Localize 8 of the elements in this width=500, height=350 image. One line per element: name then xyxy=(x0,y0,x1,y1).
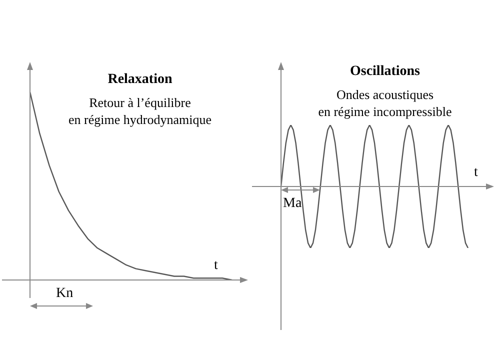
annotation: Ma xyxy=(283,196,302,212)
chart-subtitle: Ondes acoustiques en régime incompressible xyxy=(317,86,453,120)
chart-title: Oscillations xyxy=(348,64,421,80)
x-axis-title: t xyxy=(214,258,218,274)
text: Kn xyxy=(56,286,74,302)
x-axis-title: t xyxy=(474,164,478,180)
chart-title: Relaxation xyxy=(106,72,174,88)
text: Retour à l’équilibre en régime hydrodynamique xyxy=(68,94,212,128)
